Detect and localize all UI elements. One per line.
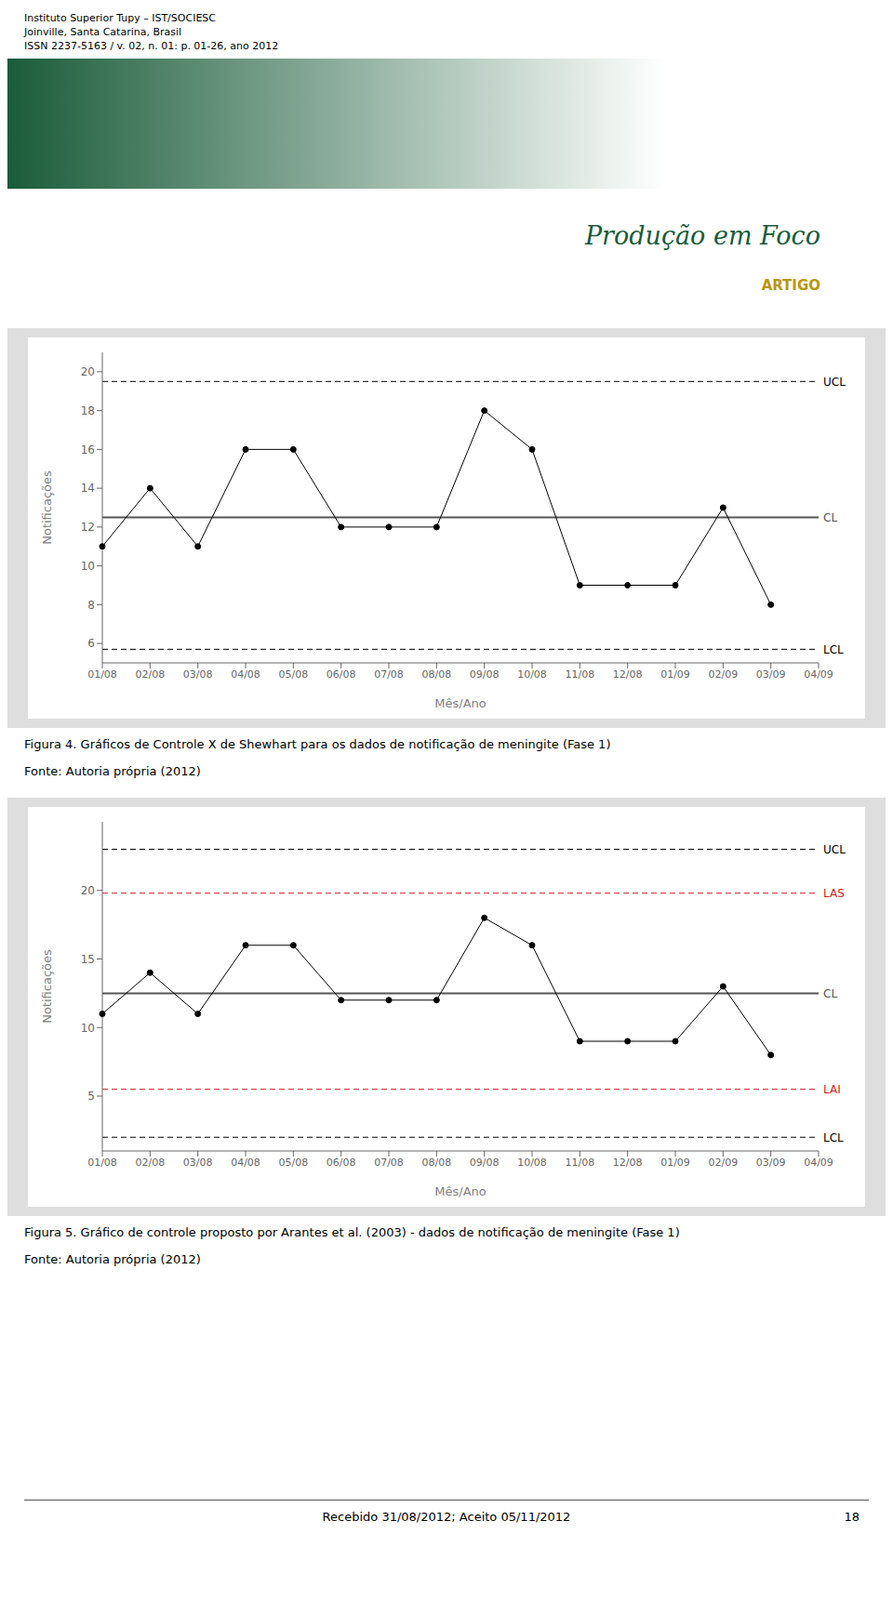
svg-text:01/09: 01/09 bbox=[660, 668, 691, 681]
svg-text:UCL: UCL bbox=[823, 843, 846, 857]
svg-text:07/08: 07/08 bbox=[373, 668, 404, 681]
svg-text:06/08: 06/08 bbox=[326, 668, 357, 681]
svg-text:03/09: 03/09 bbox=[756, 668, 787, 681]
svg-text:LAS: LAS bbox=[823, 887, 845, 901]
html-text:ISSN 2237-5163 / v. 02, n. 01:: ISSN 2237-5163 / v. 02, n. 01: p. 01-26,… bbox=[24, 39, 279, 53]
svg-text:10: 10 bbox=[80, 559, 95, 574]
svg-text:09/08: 09/08 bbox=[469, 668, 500, 681]
svg-text:04/08: 04/08 bbox=[230, 668, 261, 681]
svg-text:10: 10 bbox=[80, 1022, 95, 1036]
svg-text:12/08: 12/08 bbox=[613, 668, 643, 681]
svg-text:05/08: 05/08 bbox=[278, 1157, 308, 1170]
svg-text:10/08: 10/08 bbox=[517, 1157, 547, 1170]
svg-text:03/08: 03/08 bbox=[183, 668, 214, 681]
svg-text:06/08: 06/08 bbox=[326, 1157, 357, 1170]
svg-text:8: 8 bbox=[87, 599, 95, 613]
svg-text:08/08: 08/08 bbox=[421, 1157, 452, 1170]
html-text:Recebido 31/08/2012; Aceito 05: Recebido 31/08/2012; Aceito 05/11/2012 bbox=[322, 1510, 571, 1525]
html-text:Joinville, Santa Catarina, Bra: Joinville, Santa Catarina, Brasil bbox=[24, 26, 182, 39]
svg-text:20: 20 bbox=[80, 884, 95, 898]
svg-text:02/08: 02/08 bbox=[134, 668, 165, 681]
svg-text:11/08: 11/08 bbox=[564, 1157, 595, 1170]
svg-text:Mês/Ano: Mês/Ano bbox=[434, 1185, 486, 1200]
svg-text:08/08: 08/08 bbox=[421, 668, 452, 681]
html-text:Figura 4. Gráficos de Controle: Figura 4. Gráficos de Controle X de Shew… bbox=[24, 737, 611, 752]
svg-text:01/08: 01/08 bbox=[87, 1157, 118, 1170]
svg-text:04/08: 04/08 bbox=[230, 1157, 261, 1170]
html-text:ARTIGO: ARTIGO bbox=[761, 277, 821, 294]
svg-text:15: 15 bbox=[80, 953, 95, 967]
svg-text:UCL: UCL bbox=[823, 375, 846, 389]
html-text:Figura 5. Gráfico de controle: Figura 5. Gráfico de controle proposto p… bbox=[24, 1226, 680, 1240]
svg-text:CL: CL bbox=[823, 987, 838, 1001]
svg-text:03/09: 03/09 bbox=[756, 1157, 787, 1170]
svg-text:20: 20 bbox=[80, 365, 95, 379]
svg-text:6: 6 bbox=[87, 637, 95, 651]
html-text:18: 18 bbox=[844, 1510, 860, 1525]
svg-text:CL: CL bbox=[823, 511, 838, 525]
svg-text:14: 14 bbox=[80, 481, 95, 495]
svg-text:01/09: 01/09 bbox=[660, 1157, 691, 1170]
svg-text:LAI: LAI bbox=[823, 1083, 841, 1097]
svg-text:02/09: 02/09 bbox=[707, 668, 738, 681]
svg-text:16: 16 bbox=[80, 443, 95, 457]
svg-text:09/08: 09/08 bbox=[469, 1157, 500, 1170]
html-text:Instituto Superior Tupy – IST/: Instituto Superior Tupy – IST/SOCIESC bbox=[24, 12, 216, 25]
svg-text:LCL: LCL bbox=[823, 643, 844, 657]
svg-text:18: 18 bbox=[80, 404, 95, 418]
svg-text:Mês/Ano: Mês/Ano bbox=[434, 696, 486, 711]
svg-text:02/08: 02/08 bbox=[134, 1157, 165, 1170]
svg-text:04/09: 04/09 bbox=[803, 1157, 834, 1170]
svg-text:12/08: 12/08 bbox=[613, 1157, 643, 1170]
html-text:Produção em Foco: Produção em Foco bbox=[585, 221, 821, 251]
svg-text:04/09: 04/09 bbox=[803, 668, 834, 681]
svg-text:Notificações: Notificações bbox=[39, 470, 54, 546]
svg-text:07/08: 07/08 bbox=[373, 1157, 404, 1170]
svg-text:01/08: 01/08 bbox=[87, 668, 118, 681]
svg-text:03/08: 03/08 bbox=[183, 1157, 214, 1170]
svg-text:10/08: 10/08 bbox=[517, 668, 547, 681]
svg-text:LCL: LCL bbox=[823, 1132, 844, 1146]
html-text:Fonte: Autoria própria (2012): Fonte: Autoria própria (2012) bbox=[24, 1252, 201, 1267]
svg-text:12: 12 bbox=[80, 520, 95, 534]
svg-text:11/08: 11/08 bbox=[564, 668, 595, 681]
html-text:Fonte: Autoria própria (2012): Fonte: Autoria própria (2012) bbox=[24, 764, 201, 779]
svg-text:02/09: 02/09 bbox=[707, 1157, 738, 1170]
svg-text:Notificações: Notificações bbox=[39, 949, 54, 1025]
svg-text:05/08: 05/08 bbox=[278, 668, 308, 681]
svg-text:5: 5 bbox=[87, 1090, 95, 1104]
